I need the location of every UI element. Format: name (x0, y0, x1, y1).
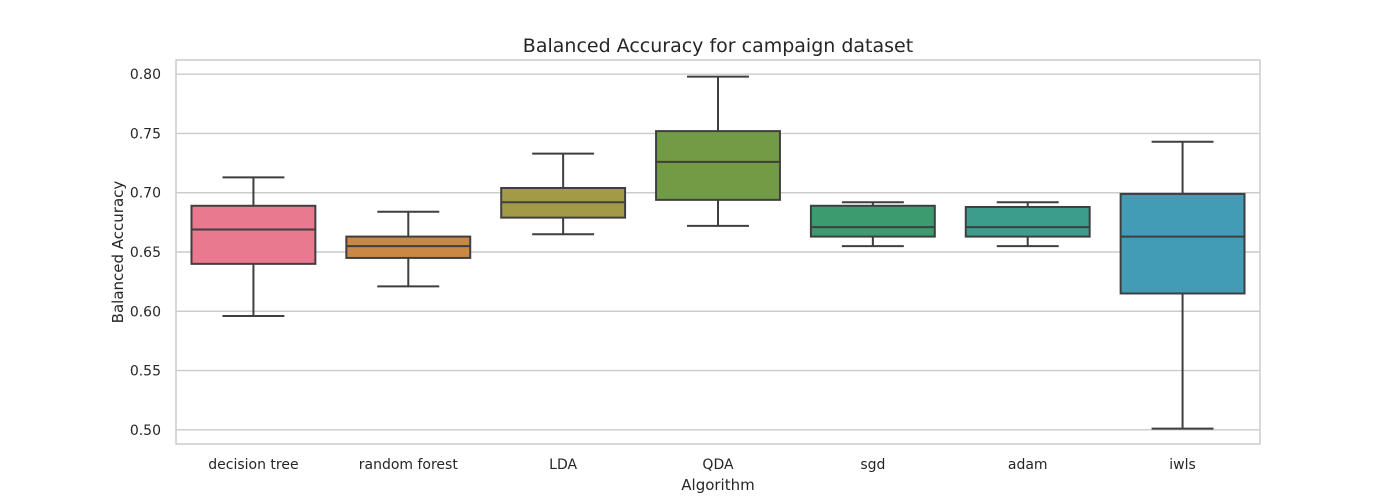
x-tick-labels: decision tree random forest LDA QDA sgd adam i… (208, 457, 1196, 473)
iqr-box (964, 205, 1091, 238)
iqr-box (1119, 192, 1246, 295)
iqr-box (345, 235, 472, 259)
x-tick-label: random forest (359, 457, 459, 473)
x-tick-label: decision tree (208, 457, 298, 473)
y-tick-labels: 0.50 0.55 0.60 0.65 0.70 0.75 0.80 (130, 67, 161, 439)
box-sgd (809, 201, 936, 248)
y-tick-label: 0.65 (130, 245, 161, 261)
x-axis-label: Algorithm (681, 476, 754, 494)
box-random-forest (345, 210, 472, 288)
box-iwls (1119, 140, 1246, 430)
box-qda (655, 75, 781, 227)
box-decision-tree (190, 176, 317, 317)
iqr-box (655, 130, 781, 201)
box-lda (500, 152, 627, 236)
iqr-box (809, 204, 936, 238)
x-tick-label: QDA (702, 457, 734, 473)
y-tick-label: 0.55 (130, 364, 161, 380)
x-tick-label: LDA (549, 457, 577, 473)
y-tick-label: 0.70 (130, 186, 161, 202)
y-tick-label: 0.50 (130, 423, 161, 439)
iqr-box (190, 204, 317, 265)
y-tick-label: 0.60 (130, 304, 161, 320)
box-adam (964, 201, 1091, 248)
box-layer (190, 75, 1246, 430)
x-tick-label: iwls (1169, 457, 1196, 473)
y-tick-label: 0.80 (130, 67, 161, 83)
y-axis-label: Balanced Accuracy (109, 181, 127, 324)
plot-frame (175, 59, 1261, 445)
y-tick-label: 0.75 (130, 126, 161, 142)
x-tick-label: adam (1008, 457, 1048, 473)
chart-title: Balanced Accuracy for campaign dataset (523, 35, 913, 57)
x-tick-label: sgd (860, 457, 885, 473)
